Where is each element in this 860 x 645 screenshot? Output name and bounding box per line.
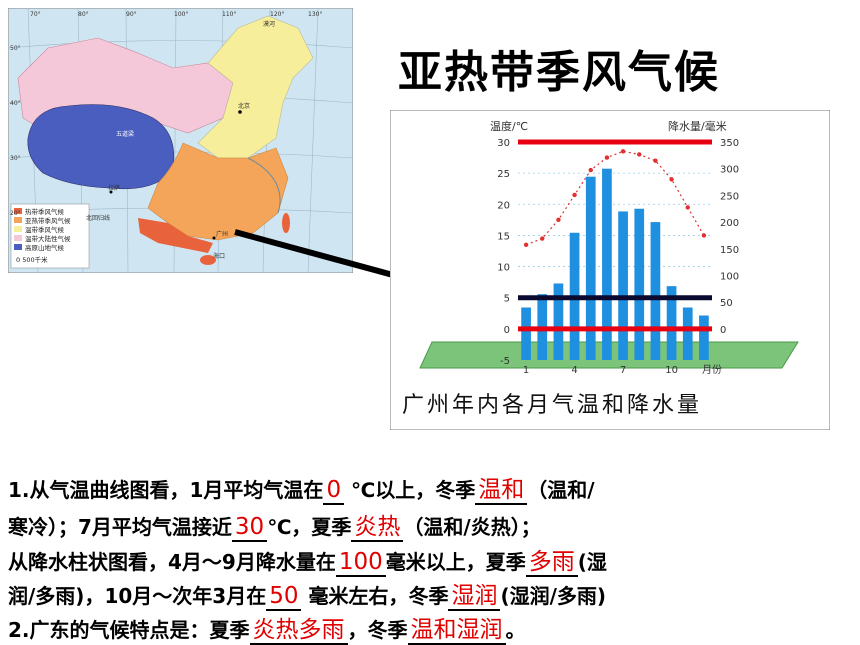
lon-label: 100°: [174, 11, 188, 18]
answer-blank[interactable]: 温和: [475, 477, 528, 505]
left-tick-label: 25: [497, 169, 510, 180]
left-tick-label: 5: [504, 294, 510, 305]
precip-bar: [666, 286, 677, 360]
lat-label: 20°: [10, 210, 21, 217]
answer-blank[interactable]: 多雨: [525, 549, 578, 577]
city-wudaoliang: 五道梁: [116, 130, 134, 138]
answer-blank[interactable]: 炎热: [351, 514, 404, 542]
map-scale: 0 500千米: [16, 255, 48, 264]
question-line-5: 2.广东的气候特点是：夏季 炎热多雨 ，冬季 温和湿润。: [8, 617, 526, 645]
chart-right-ticks: 0 50 100 150 200 250 300 350: [720, 138, 739, 336]
lon-label: 130°: [308, 11, 322, 18]
temperature-point: [540, 236, 545, 241]
chart-temperature-line: [523, 149, 707, 247]
question-line-1: 1.从气温曲线图看，1月平均气温在 0 ℃以上，冬季 温和 （温和/: [8, 477, 595, 505]
x-tick-label: 10: [665, 365, 678, 376]
temperature-point: [701, 233, 707, 238]
map-legend-item: 温带大陆性气候: [25, 234, 71, 243]
chart-title: 广州年内各月气温和降水量: [402, 393, 702, 418]
precip-bar: [585, 176, 596, 360]
chart-x-ticks: 1 4 7 10: [523, 365, 678, 376]
lat-label: 50°: [10, 45, 21, 52]
left-tick-label: 20: [497, 200, 510, 211]
left-tick-label: 30: [497, 138, 510, 149]
precip-bar: [553, 283, 564, 360]
lat-label: 30°: [10, 155, 21, 162]
answer-blank[interactable]: 湿润: [448, 583, 501, 611]
right-tick-label: 100: [720, 271, 739, 282]
city-beijing: 北京: [238, 102, 250, 110]
lat-label: 40°: [10, 100, 21, 107]
answer-blank[interactable]: 温和湿润: [407, 617, 506, 645]
question-line-2: 寒冷）；7月平均气温接近 30 ℃，夏季 炎热 （温和/炎热）；: [8, 514, 541, 542]
map-legend-item: 温带季风气候: [25, 225, 65, 234]
slide-title: 亚热带季风气候: [398, 47, 720, 98]
temperature-point: [685, 205, 690, 210]
left-axis-label: 温度/℃: [490, 119, 528, 133]
x-tick-label: 4: [571, 365, 577, 376]
lon-label: 110°: [222, 11, 236, 18]
x-tick-label: 1: [523, 365, 529, 376]
city-guangzhou: 广州: [216, 230, 228, 238]
temperature-point: [620, 149, 626, 154]
right-tick-label: 150: [720, 245, 739, 256]
answer-blank[interactable]: 0: [323, 477, 345, 505]
precip-bar: [634, 208, 645, 360]
right-tick-label: 0: [720, 325, 726, 336]
tropic-label: 北回归线: [86, 214, 110, 222]
temperature-point: [588, 167, 593, 173]
lon-label: 90°: [126, 11, 137, 18]
answer-blank[interactable]: 100: [335, 549, 386, 577]
temperature-point: [523, 242, 529, 247]
x-tick-label: 7: [620, 365, 626, 376]
answer-blank[interactable]: 炎热多雨: [249, 617, 348, 645]
temperature-point: [556, 217, 561, 223]
right-tick-label: 50: [720, 298, 733, 309]
precip-bar: [699, 315, 709, 360]
temperature-point: [653, 158, 658, 163]
left-tick-label: -5: [500, 356, 510, 367]
map-legend-item: 高原山地气候: [25, 243, 65, 252]
answer-blank[interactable]: 30: [231, 514, 268, 542]
right-tick-label: 250: [720, 191, 739, 202]
temperature-curve: [525, 150, 705, 246]
question-line-3: 从降水柱状图看，4月～9月降水量在 100 毫米以上，夏季 多雨 (湿: [8, 549, 607, 577]
map-legend-item: 热带季风气候: [25, 207, 65, 216]
chart-reference-lines: [518, 139, 712, 332]
temperature-point: [604, 155, 610, 160]
city-lasa: 拉萨: [108, 184, 120, 192]
map-legend-item: 亚热带季风气候: [25, 216, 71, 225]
question-line-4: 润/多雨)，10月～次年3月在 50 毫米左右，冬季 湿润 (湿润/多雨): [8, 583, 607, 611]
temperature-point: [572, 192, 577, 198]
right-tick-label: 200: [720, 218, 739, 229]
precip-bar: [602, 168, 612, 360]
climate-map: 热带季风气候 亚热带季风气候 温带季风气候 温带大陆性气候 高原山地气候 0 5…: [8, 8, 353, 273]
left-tick-label: 10: [497, 263, 510, 274]
left-tick-label: 15: [497, 231, 510, 242]
city-mohe: 漠河: [263, 20, 275, 28]
lon-label: 70°: [30, 11, 41, 18]
temperature-point: [669, 177, 674, 182]
precip-bar: [682, 307, 693, 360]
x-axis-unit: 月份: [702, 364, 722, 376]
temperature-point: [637, 152, 642, 157]
answer-blank[interactable]: 50: [266, 583, 302, 611]
left-tick-label: 0: [504, 325, 510, 336]
right-axis-label: 降水量/毫米: [668, 119, 727, 133]
precip-bar: [618, 211, 628, 360]
city-haikou: 海口: [213, 252, 225, 260]
precip-bar: [650, 222, 661, 360]
lon-label: 80°: [78, 11, 89, 18]
precip-bar: [521, 307, 531, 360]
right-tick-label: 350: [720, 138, 739, 149]
climate-chart: -5 0 5 10 15 20 25 30 0 50 100 150 200 250 300 350 1 4 7…: [390, 110, 830, 430]
chart-left-ticks: -5 0 5 10 15 20 25 30: [497, 138, 510, 367]
lon-label: 120°: [270, 11, 284, 18]
right-tick-label: 300: [720, 165, 739, 176]
